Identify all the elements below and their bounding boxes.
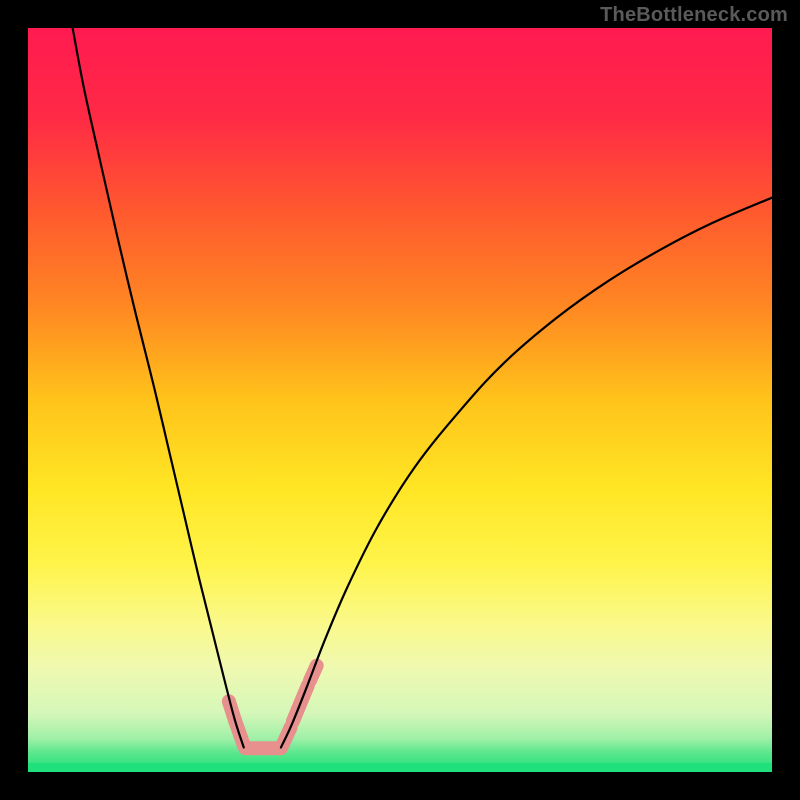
plot-svg [28,28,772,772]
watermark-text: TheBottleneck.com [600,4,788,27]
chart-frame: TheBottleneck.com [0,0,800,800]
baseline-strip [28,763,772,772]
plot-background [28,28,772,772]
plot-area [28,28,772,772]
